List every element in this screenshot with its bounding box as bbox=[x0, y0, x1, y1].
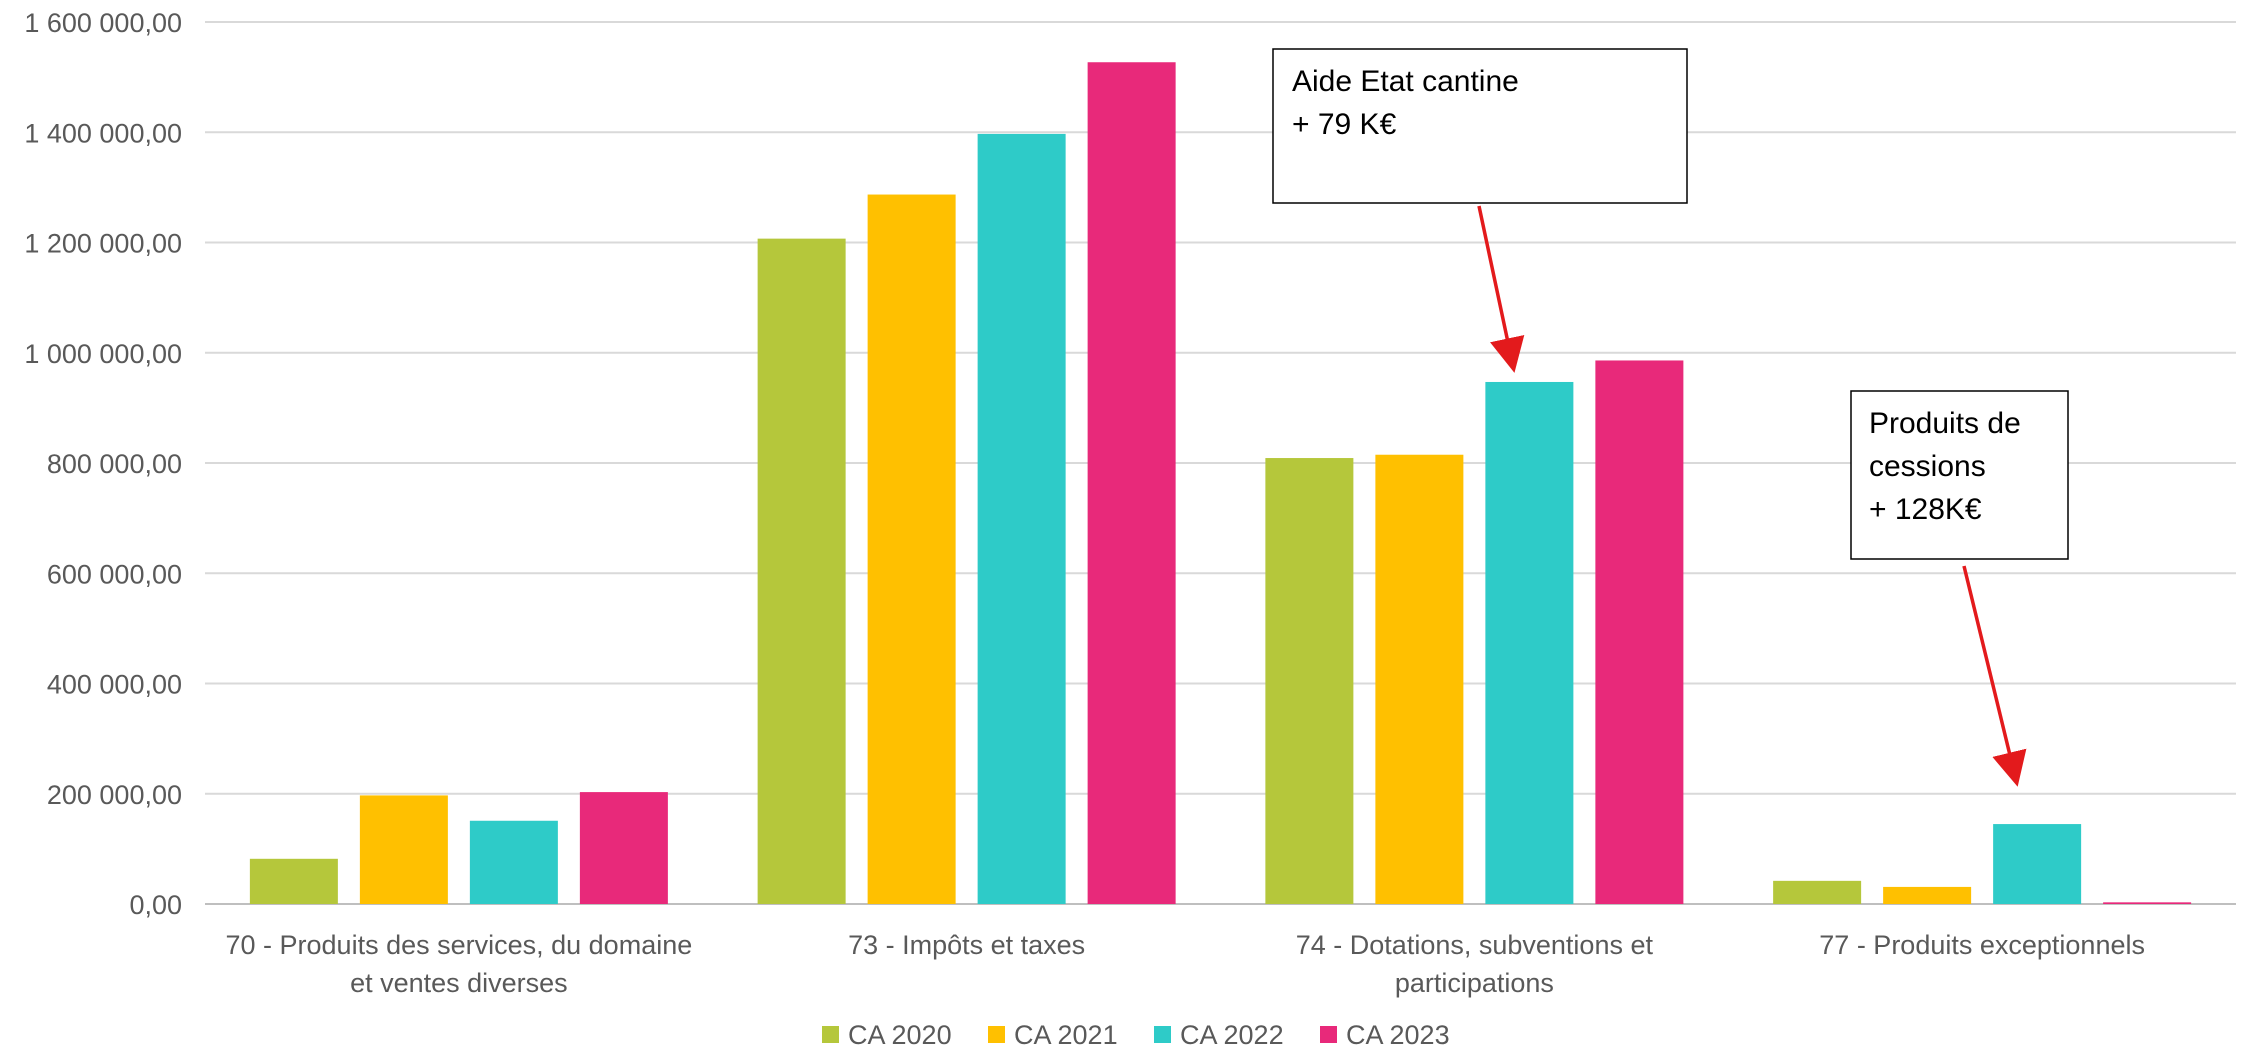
bar bbox=[1773, 880, 1862, 904]
annotation-text: + 79 K€ bbox=[1292, 108, 1397, 141]
y-tick-label: 400 000,00 bbox=[47, 670, 182, 700]
y-tick-label: 1 000 000,00 bbox=[24, 339, 182, 369]
x-tick-label: 70 - Produits des services, du domaine bbox=[226, 930, 693, 960]
bar bbox=[1595, 360, 1684, 904]
gridlines bbox=[205, 21, 2236, 905]
legend-swatch bbox=[1154, 1026, 1171, 1043]
y-tick-label: 800 000,00 bbox=[47, 449, 182, 479]
annotation-arrow bbox=[1477, 205, 1525, 373]
legend: CA 2020 CA 2021 CA 2022 CA 2023 bbox=[822, 1020, 1450, 1050]
legend-swatch bbox=[822, 1026, 839, 1043]
legend-swatch bbox=[988, 1026, 1005, 1043]
bar bbox=[1883, 886, 1972, 904]
x-tick-label: et ventes diverses bbox=[350, 968, 568, 998]
y-axis: 0,00 200 000,00 400 000,00 600 000,00 800 00… bbox=[24, 8, 182, 920]
bar bbox=[359, 795, 448, 904]
bar bbox=[867, 194, 956, 904]
x-tick-label: 77 - Produits exceptionnels bbox=[1819, 930, 2145, 960]
x-tick-label: participations bbox=[1395, 968, 1554, 998]
y-tick-label: 600 000,00 bbox=[47, 559, 182, 589]
bar bbox=[249, 858, 338, 904]
annotations: Aide Etat cantine + 79 K€ Produits de cessi… bbox=[1272, 48, 2069, 787]
annotation-arrow bbox=[1962, 565, 2027, 787]
x-tick-label: 74 - Dotations, subventions et bbox=[1296, 930, 1654, 960]
y-tick-label: 1 200 000,00 bbox=[24, 229, 182, 259]
bar bbox=[977, 133, 1066, 904]
legend-label: CA 2021 bbox=[1014, 1020, 1118, 1050]
legend-swatch bbox=[1320, 1026, 1337, 1043]
x-axis: 70 - Produits des services, du domaine et… bbox=[226, 930, 2145, 998]
bar bbox=[1375, 454, 1464, 904]
y-tick-label: 1 600 000,00 bbox=[24, 8, 182, 38]
annotation-text: Produits de bbox=[1869, 407, 2021, 440]
x-tick-label: 73 - Impôts et taxes bbox=[848, 930, 1085, 960]
y-tick-label: 0,00 bbox=[129, 890, 182, 920]
bar bbox=[1993, 824, 2082, 904]
bar bbox=[1265, 458, 1354, 904]
legend-label: CA 2023 bbox=[1346, 1020, 1450, 1050]
legend-label: CA 2020 bbox=[848, 1020, 952, 1050]
annotation-box bbox=[1272, 48, 1688, 204]
bars bbox=[249, 62, 2192, 905]
y-tick-label: 200 000,00 bbox=[47, 780, 182, 810]
bar bbox=[579, 792, 668, 904]
annotation-box bbox=[1850, 390, 2069, 560]
annotation-text: Aide Etat cantine bbox=[1292, 65, 1519, 98]
legend-label: CA 2022 bbox=[1180, 1020, 1284, 1050]
annotation-text: + 128K€ bbox=[1869, 493, 1982, 526]
bar bbox=[2103, 902, 2192, 904]
bar bbox=[757, 238, 846, 905]
bar bbox=[1087, 62, 1176, 904]
y-tick-label: 1 400 000,00 bbox=[24, 118, 182, 148]
bar bbox=[469, 820, 558, 904]
annotation-text: cessions bbox=[1869, 450, 1986, 483]
bar bbox=[1485, 381, 1574, 904]
